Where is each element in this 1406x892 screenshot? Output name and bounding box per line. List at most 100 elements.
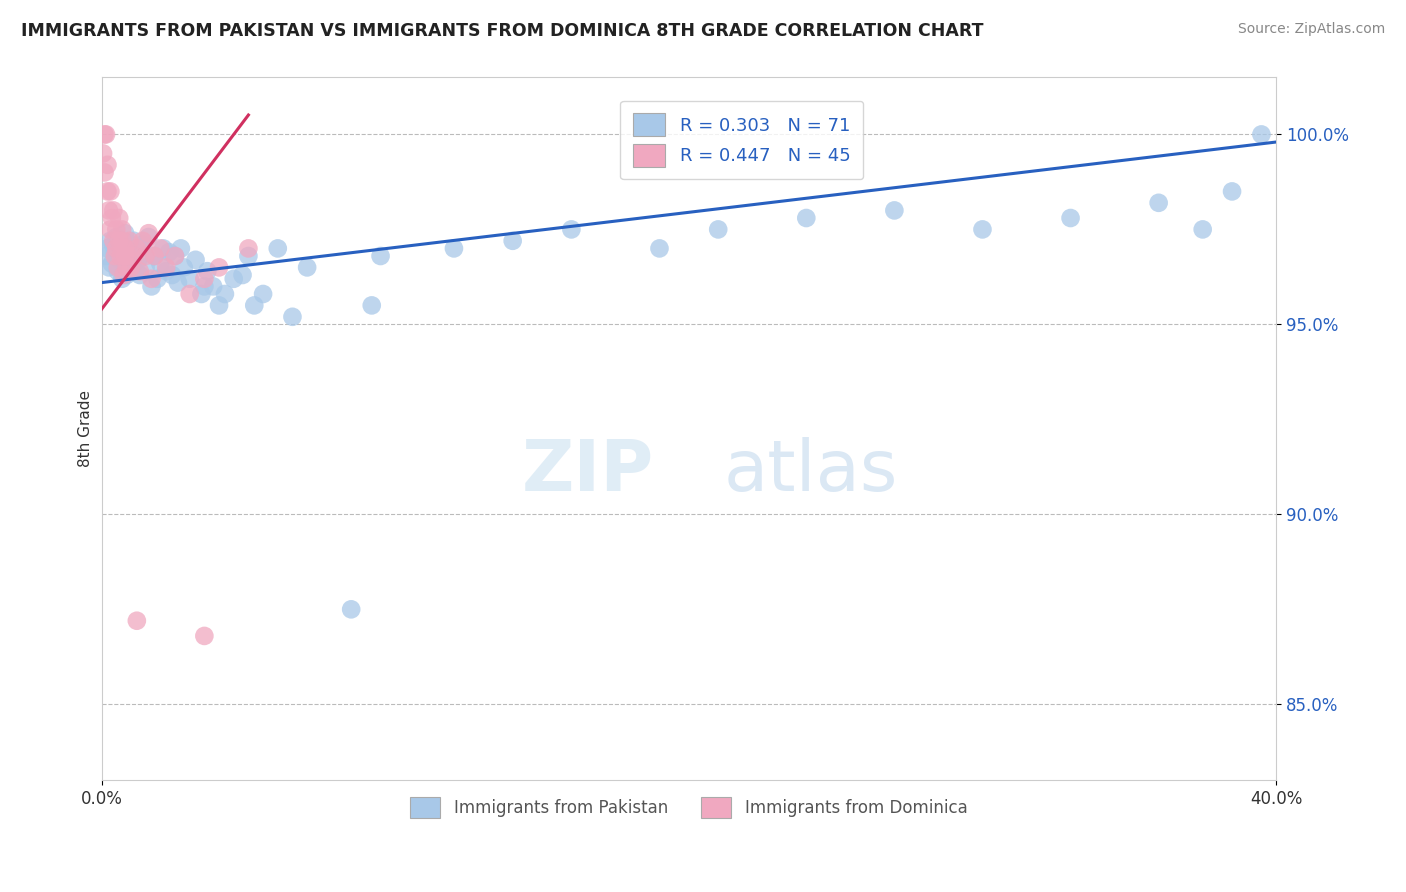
Point <box>125 241 148 255</box>
Point <box>243 298 266 312</box>
Point <box>91 146 114 161</box>
Legend: Immigrants from Pakistan, Immigrants from Dominica: Immigrants from Pakistan, Immigrants fro… <box>404 790 974 825</box>
Point <box>184 252 207 267</box>
Point <box>117 249 139 263</box>
Point <box>121 257 143 271</box>
Point <box>146 272 169 286</box>
Point <box>132 234 155 248</box>
Point <box>157 245 180 260</box>
Point <box>173 260 195 275</box>
Y-axis label: 8th Grade: 8th Grade <box>79 391 93 467</box>
Point <box>118 260 141 275</box>
Point <box>370 249 392 263</box>
Point <box>125 241 148 255</box>
Point <box>127 252 149 267</box>
Point <box>120 260 142 275</box>
Point <box>163 249 186 263</box>
Point <box>105 230 128 244</box>
Point <box>108 211 131 225</box>
Point <box>155 260 177 275</box>
Point <box>143 249 166 263</box>
Point <box>108 234 131 248</box>
Point <box>202 279 225 293</box>
Point <box>114 241 136 255</box>
Point <box>115 268 138 282</box>
Point <box>107 264 129 278</box>
Point <box>190 287 212 301</box>
Point <box>118 234 141 248</box>
Point <box>972 222 994 236</box>
Point <box>100 234 122 248</box>
Point <box>707 222 730 236</box>
Point <box>1250 128 1272 142</box>
Point <box>94 249 117 263</box>
Point <box>179 272 201 286</box>
Point <box>101 211 124 225</box>
Point <box>193 279 215 293</box>
Point <box>115 260 138 275</box>
Point <box>104 249 127 263</box>
Point <box>281 310 304 324</box>
Point <box>141 279 163 293</box>
Point <box>295 260 318 275</box>
Point <box>179 287 201 301</box>
Point <box>214 287 236 301</box>
Point <box>135 249 157 263</box>
Point <box>110 249 132 263</box>
Point <box>132 237 155 252</box>
Point <box>112 249 135 263</box>
Point <box>163 249 186 263</box>
Point <box>138 230 160 244</box>
Point <box>110 252 132 267</box>
Point <box>238 249 260 263</box>
Point <box>193 272 215 286</box>
Point <box>141 272 163 286</box>
Point <box>103 234 125 248</box>
Point <box>96 158 118 172</box>
Text: atlas: atlas <box>724 436 898 506</box>
Point <box>111 222 134 236</box>
Point <box>135 260 157 275</box>
Point <box>122 234 145 248</box>
Point <box>340 602 363 616</box>
Point <box>502 234 524 248</box>
Point <box>149 241 172 255</box>
Point <box>104 245 127 260</box>
Point <box>96 185 118 199</box>
Point <box>232 268 254 282</box>
Point <box>138 226 160 240</box>
Point <box>114 226 136 240</box>
Point <box>117 241 139 255</box>
Point <box>108 241 131 255</box>
Point <box>97 260 120 275</box>
Point <box>128 264 150 278</box>
Text: ZIP: ZIP <box>522 436 654 506</box>
Point <box>105 241 128 255</box>
Point <box>128 268 150 282</box>
Point <box>222 272 245 286</box>
Point <box>94 128 117 142</box>
Point <box>167 276 190 290</box>
Text: IMMIGRANTS FROM PAKISTAN VS IMMIGRANTS FROM DOMINICA 8TH GRADE CORRELATION CHART: IMMIGRANTS FROM PAKISTAN VS IMMIGRANTS F… <box>21 22 984 40</box>
Point <box>149 257 172 271</box>
Point <box>170 241 193 255</box>
Point <box>1220 185 1243 199</box>
Point <box>1191 222 1213 236</box>
Point <box>111 234 134 248</box>
Point <box>208 260 231 275</box>
Point <box>155 264 177 278</box>
Point <box>122 249 145 263</box>
Text: Source: ZipAtlas.com: Source: ZipAtlas.com <box>1237 22 1385 37</box>
Point <box>560 222 582 236</box>
Point <box>125 614 148 628</box>
Point <box>107 260 129 275</box>
Point <box>360 298 382 312</box>
Point <box>883 203 905 218</box>
Point <box>93 165 115 179</box>
Point <box>1147 195 1170 210</box>
Point <box>100 185 122 199</box>
Point <box>103 203 125 218</box>
Point <box>1059 211 1081 225</box>
Point <box>105 222 128 236</box>
Point <box>252 287 274 301</box>
